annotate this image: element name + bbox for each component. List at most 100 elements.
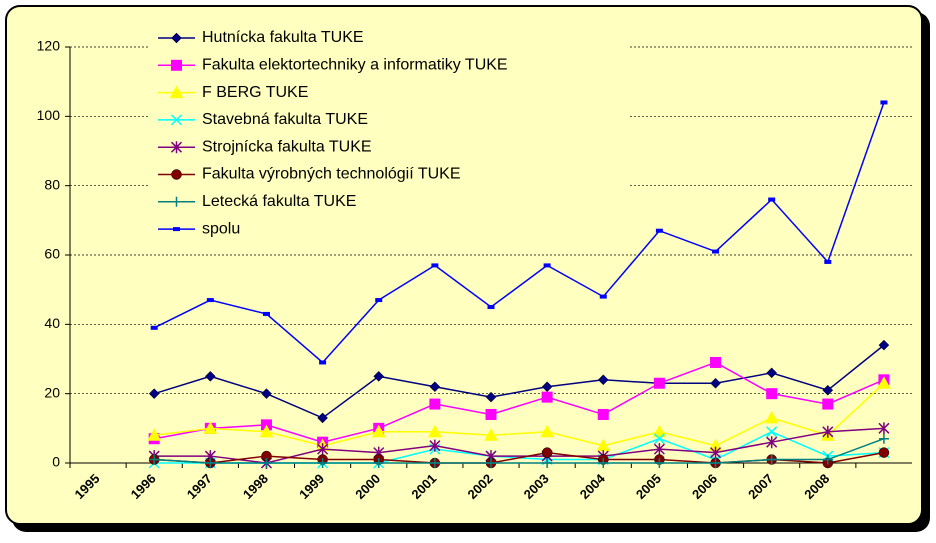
- marker-part: [653, 377, 665, 389]
- marker: [319, 360, 327, 365]
- marker-part: [485, 391, 497, 403]
- marker: [598, 458, 609, 468]
- marker: [766, 388, 778, 400]
- marker-part: [317, 412, 328, 424]
- marker: [317, 443, 329, 456]
- marker: [880, 100, 888, 105]
- series-line: [154, 361, 885, 443]
- legend-label: Strojnícka fakulta TUKE: [202, 138, 372, 155]
- legend-label: F BERG TUKE: [202, 84, 308, 101]
- marker: [653, 377, 665, 389]
- marker-part: [170, 114, 183, 126]
- marker-part: [371, 424, 386, 438]
- marker-part: [822, 425, 834, 438]
- marker: [203, 421, 218, 434]
- marker-part: [878, 339, 890, 351]
- marker-part: [655, 228, 663, 233]
- marker-part: [170, 141, 183, 154]
- marker: [878, 447, 890, 458]
- marker-part: [541, 447, 553, 458]
- marker-part: [429, 458, 440, 468]
- marker: [824, 259, 832, 264]
- marker: [169, 85, 184, 99]
- marker-part: [652, 424, 667, 438]
- marker-part: [878, 433, 889, 444]
- marker: [766, 367, 778, 379]
- marker-part: [540, 424, 554, 438]
- marker-part: [543, 263, 551, 268]
- marker: [541, 447, 553, 458]
- marker: [710, 458, 721, 468]
- marker: [653, 443, 665, 456]
- marker: [148, 388, 160, 400]
- marker: [171, 169, 182, 180]
- marker-part: [259, 424, 274, 438]
- marker-part: [171, 169, 182, 180]
- marker: [375, 298, 383, 303]
- marker: [431, 263, 439, 268]
- marker: [766, 426, 778, 438]
- y-tick-label: 60: [44, 246, 60, 262]
- marker-part: [597, 408, 609, 420]
- marker-part: [431, 263, 439, 268]
- marker: [653, 433, 665, 445]
- marker-part: [710, 356, 722, 368]
- marker-part: [429, 398, 441, 410]
- marker: [429, 439, 441, 452]
- marker: [822, 425, 834, 438]
- marker: [541, 391, 553, 403]
- marker: [597, 374, 609, 386]
- marker-part: [150, 325, 158, 330]
- legend-label: Letecká fakulta TUKE: [202, 193, 356, 210]
- marker: [487, 305, 495, 309]
- marker: [259, 424, 274, 438]
- marker: [710, 377, 721, 389]
- marker-part: [317, 458, 328, 468]
- marker: [654, 458, 665, 468]
- marker: [373, 370, 385, 382]
- marker-part: [766, 426, 778, 438]
- marker: [206, 298, 214, 303]
- marker: [170, 141, 183, 154]
- marker-part: [598, 458, 609, 468]
- marker: [261, 458, 272, 468]
- legend-label: Fakulta elektortechniky a informatiky TU…: [202, 57, 508, 74]
- legend-label: spolu: [202, 220, 240, 237]
- legend-label: Fakulta výrobných technológií TUKE: [202, 166, 461, 183]
- marker: [371, 424, 386, 438]
- marker-part: [373, 370, 385, 382]
- marker-part: [712, 249, 720, 254]
- marker: [878, 422, 890, 435]
- marker-part: [599, 294, 607, 299]
- marker: [429, 398, 441, 410]
- y-tick-label: 20: [44, 384, 60, 400]
- marker-part: [487, 305, 495, 309]
- marker-part: [485, 408, 497, 420]
- y-tick-label: 80: [44, 176, 60, 192]
- marker: [147, 428, 162, 441]
- marker-part: [171, 32, 182, 44]
- marker: [768, 197, 776, 202]
- marker-part: [486, 458, 496, 468]
- marker-part: [542, 458, 553, 468]
- marker-part: [654, 458, 665, 468]
- marker: [428, 424, 442, 438]
- marker: [171, 59, 182, 71]
- legend-label: Hutnícka fakulta TUKE: [202, 29, 364, 46]
- marker-part: [319, 360, 327, 365]
- marker: [317, 412, 328, 424]
- marker-part: [710, 446, 722, 459]
- marker: [262, 311, 270, 316]
- marker-part: [824, 259, 832, 264]
- marker-part: [822, 384, 834, 396]
- marker-part: [206, 298, 214, 303]
- marker-part: [653, 443, 665, 456]
- marker-part: [484, 428, 498, 441]
- marker: [150, 325, 158, 330]
- marker: [171, 32, 182, 44]
- marker: [429, 381, 441, 393]
- marker-part: [653, 433, 665, 445]
- marker-part: [541, 391, 553, 403]
- marker-part: [149, 454, 160, 465]
